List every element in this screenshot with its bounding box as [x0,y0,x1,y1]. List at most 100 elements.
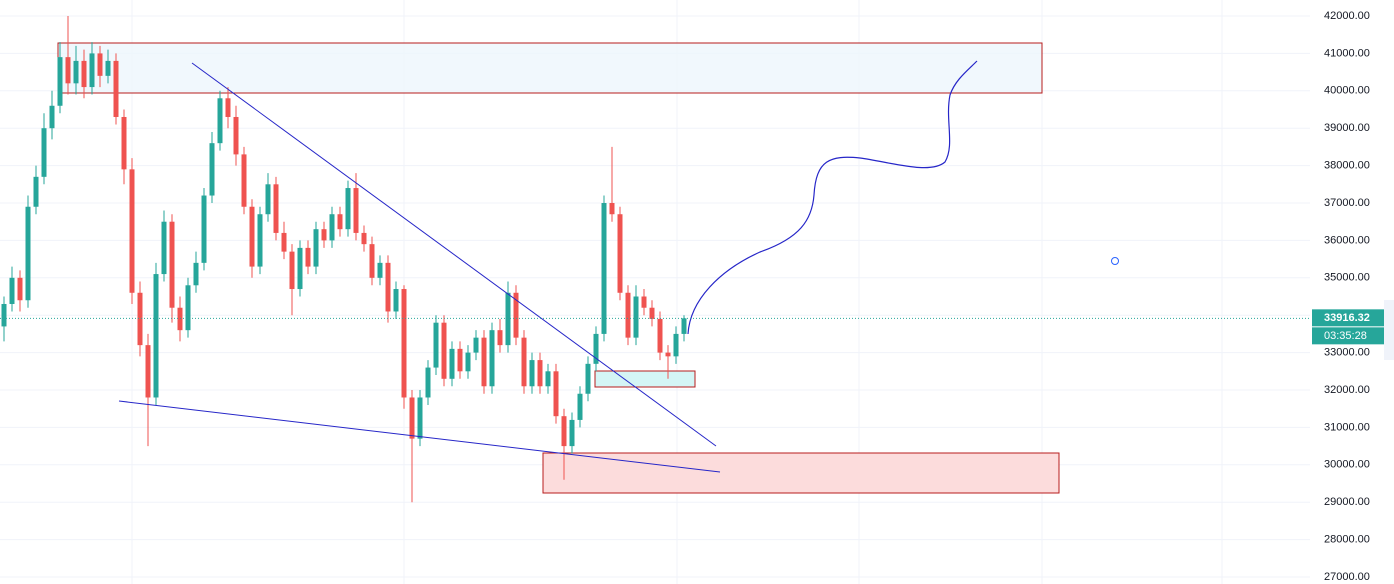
candle-body [577,393,583,420]
y-tick-label: 41000.00 [1324,47,1370,59]
candle-body [17,277,23,301]
candle-body [617,214,623,293]
y-tick-label: 42000.00 [1324,10,1370,22]
candle-body [369,244,375,278]
candle-body [481,337,487,387]
candle-body [601,203,607,334]
last-price-badge [1312,309,1384,327]
trend-line [191,62,717,447]
y-tick-label: 35000.00 [1324,272,1370,284]
candle-body [57,57,63,106]
y-tick-label: 39000.00 [1324,122,1370,134]
candle-body [585,363,591,394]
candle-body [457,348,463,372]
candle-body [185,285,191,331]
y-tick-label: 32000.00 [1324,384,1370,396]
support-zone [542,452,1060,494]
candle-body [681,318,687,334]
candle-body [201,195,207,263]
candle-body [193,262,199,286]
candle-body [241,154,247,207]
candle-body [385,262,391,312]
candle-body [153,274,159,398]
candle-body [145,345,151,398]
last-price-label: 33916.32 [1324,312,1370,324]
candle-body [609,203,615,215]
y-tick-label: 40000.00 [1324,85,1370,97]
candle-body [521,337,527,387]
candle-body [297,247,303,290]
candle-body [449,348,455,379]
candles [1,16,687,503]
candle-body [665,352,671,357]
candle-body [113,60,119,117]
resistance-zone [57,42,1043,94]
candle-body [393,289,399,312]
candle-body [425,367,431,398]
candle-body [9,277,15,304]
candle-body [233,116,239,155]
candle-body [569,419,575,447]
candle-body [265,184,271,215]
candle-body [161,221,167,275]
candle-body [105,60,111,76]
candle-body [441,322,447,379]
candle-body [633,296,639,338]
y-tick-label: 30000.00 [1324,459,1370,471]
candle-body [33,176,39,207]
trend-line [118,400,721,473]
countdown-label: 03:35:28 [1324,330,1367,342]
candle-body [177,307,183,331]
candle-body [217,98,223,144]
time-grid [131,0,1223,584]
candle-body [417,397,423,439]
y-tick-label: 29000.00 [1324,496,1370,508]
candle-body [137,292,143,346]
candle-body [257,214,263,267]
candle-body [129,169,135,293]
price-grid [0,15,1310,578]
y-tick-label: 31000.00 [1324,421,1370,433]
candle-body [49,105,55,129]
candle-body [121,116,127,170]
y-tick-label: 37000.00 [1324,197,1370,209]
candle-body [377,262,383,278]
candle-body [41,128,47,177]
candle-body [641,296,647,308]
drawings [57,42,1060,494]
candle-body [529,360,535,387]
candle-body [305,247,311,267]
y-tick-label: 28000.00 [1324,534,1370,546]
candle-body [505,292,511,346]
y-tick-label: 36000.00 [1324,234,1370,246]
candle-body [321,229,327,241]
candle-body [473,337,479,353]
candle-body [497,330,503,346]
candle-body [553,371,559,417]
candle-body [25,206,31,301]
candle-body [625,292,631,338]
candle-body [81,60,87,88]
candle-body [353,188,359,233]
candle-body [169,221,175,308]
price-axis [1310,0,1394,584]
candle-body [65,57,71,84]
candle-body [345,188,351,230]
candle-body [249,206,255,267]
countdown-badge [1312,327,1384,345]
candle-body [465,352,471,372]
candle-body [489,330,495,387]
candle-body [361,232,367,245]
candle-body [225,98,231,117]
scroll-handle [1384,300,1394,360]
candle-body [1,303,7,327]
candle-body [73,60,79,84]
candle-body [513,292,519,338]
candle-body [537,360,543,387]
candle-body [89,53,95,88]
candle-body [401,289,407,398]
candle-body [281,232,287,252]
candle-body [649,307,655,319]
